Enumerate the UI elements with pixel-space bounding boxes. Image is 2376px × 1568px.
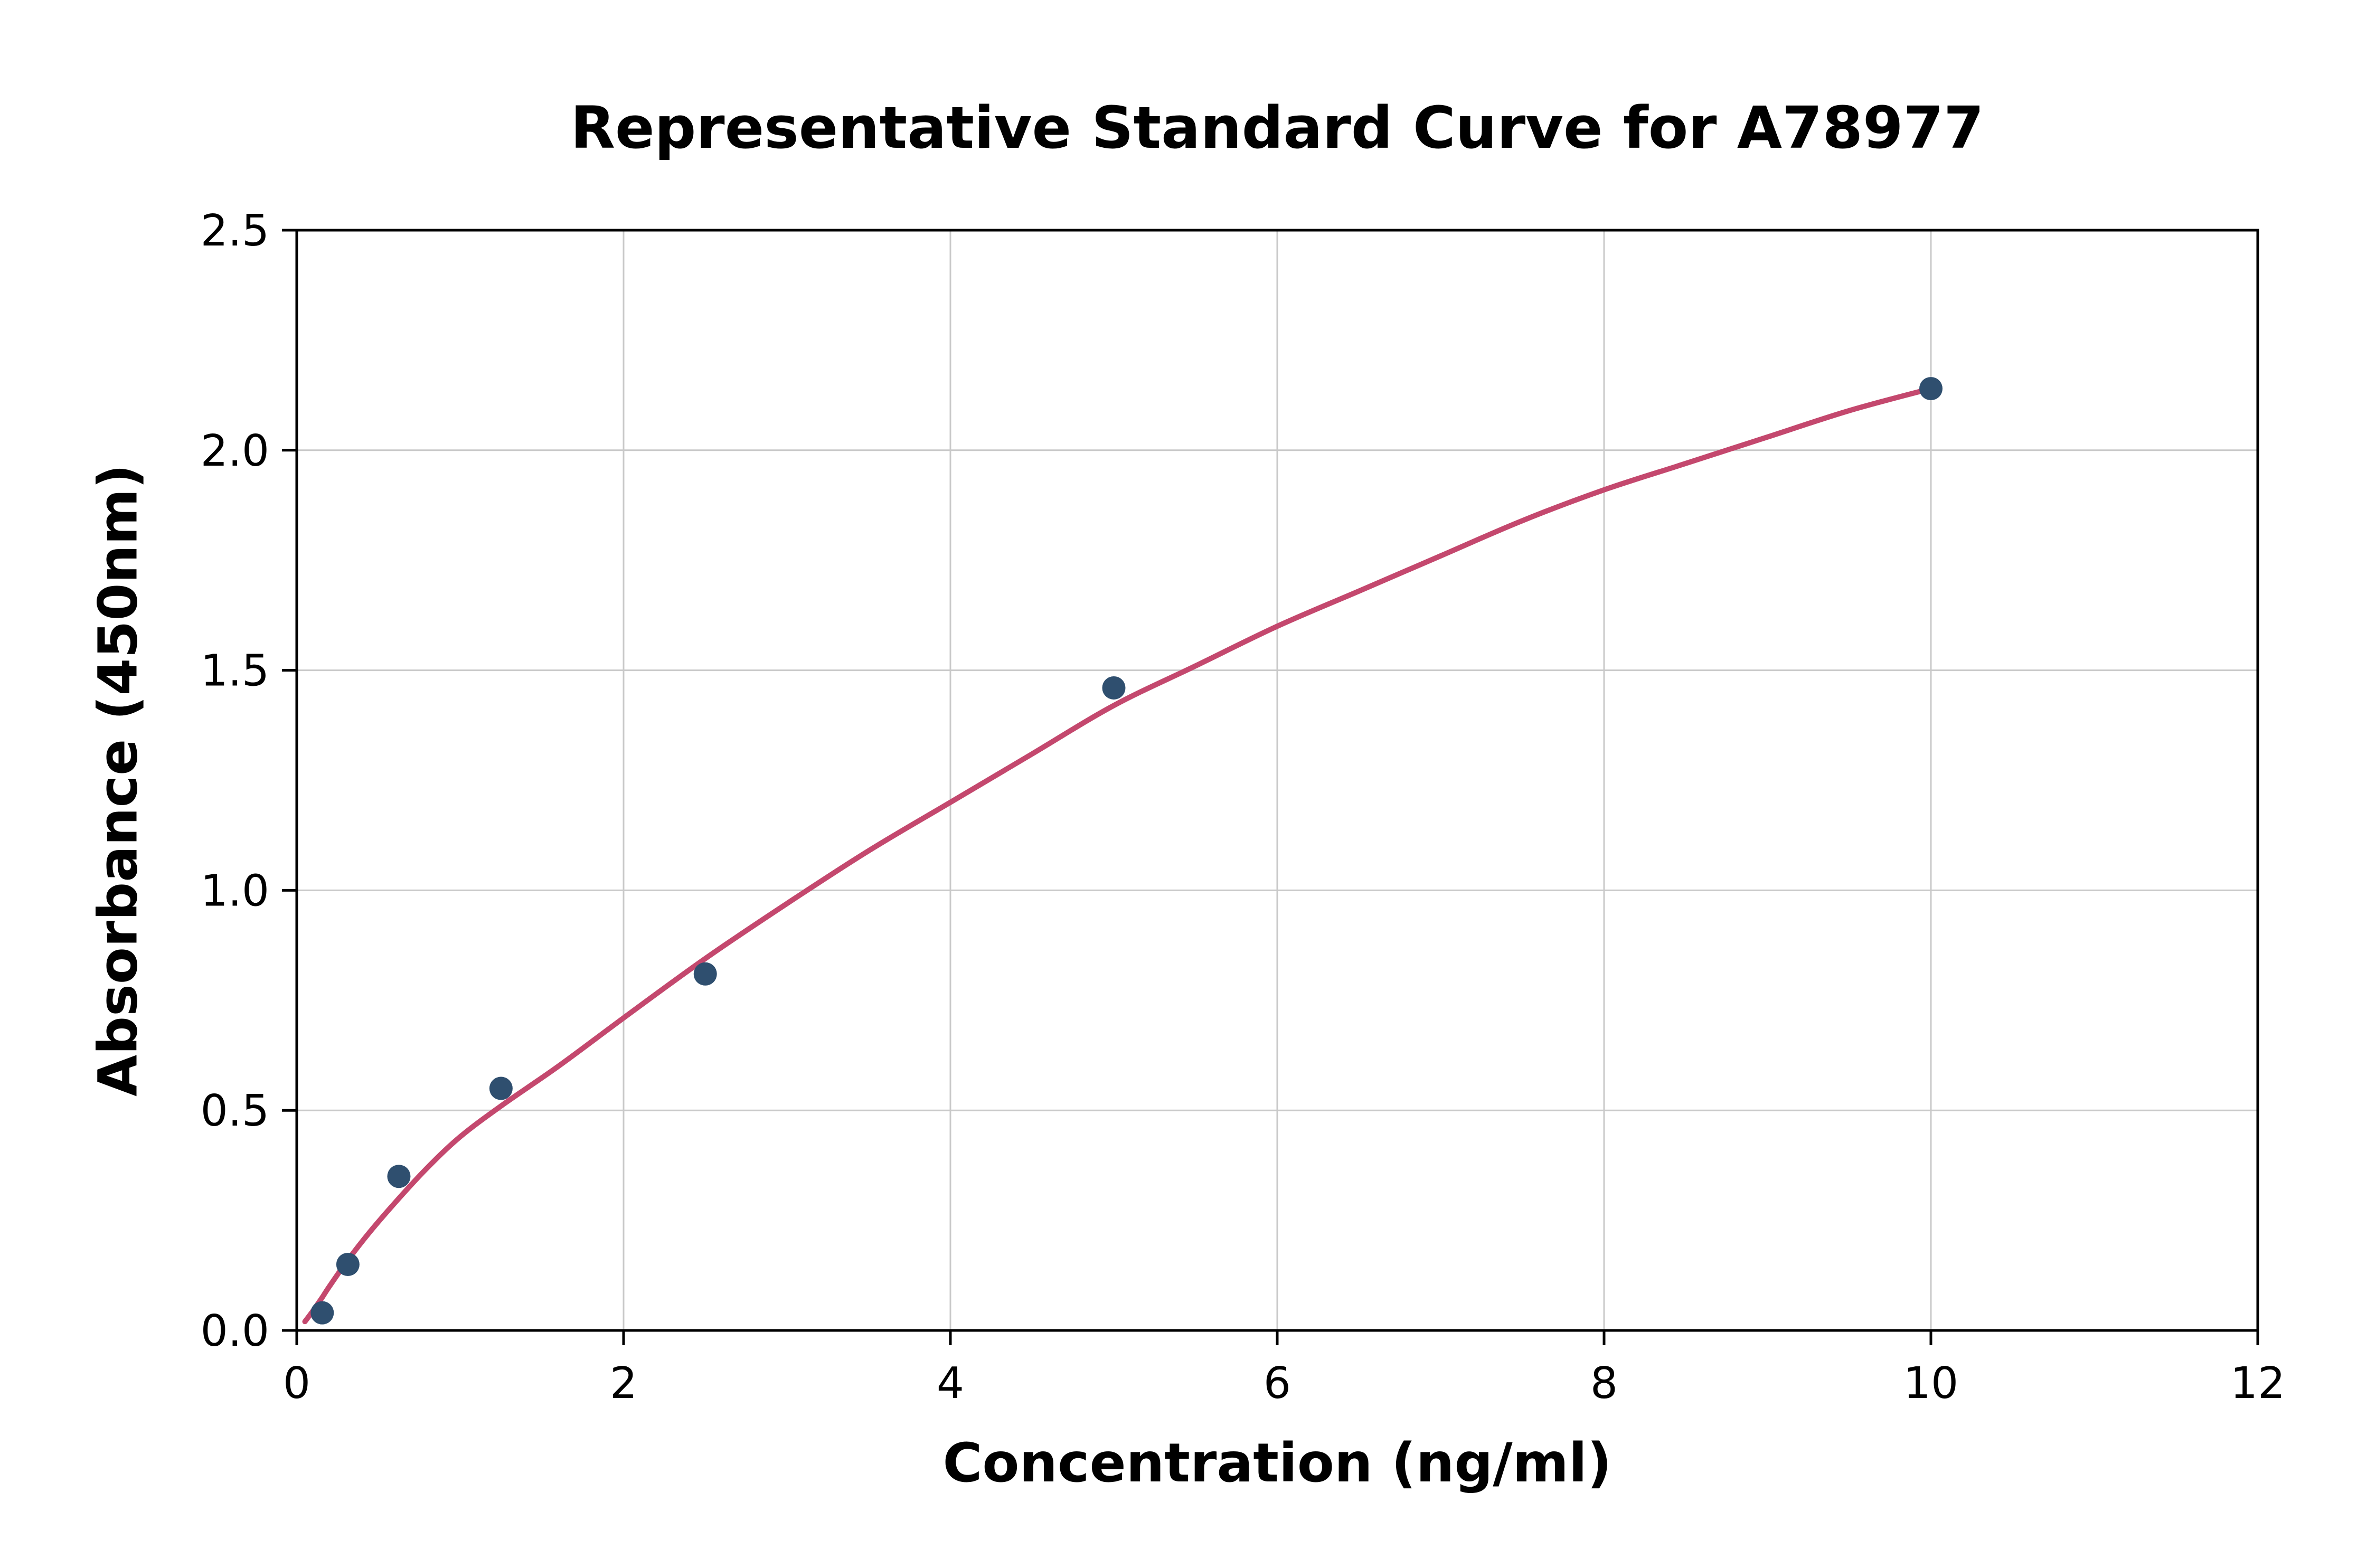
fit-curve (302, 386, 1934, 1325)
data-point (387, 1165, 411, 1188)
x-tick-label: 10 (1903, 1358, 1958, 1409)
data-point (1102, 676, 1126, 700)
data-point (693, 962, 717, 986)
data-point (310, 1301, 334, 1325)
chart-title: Representative Standard Curve for A78977 (570, 94, 1984, 162)
x-tick-label: 12 (2230, 1358, 2285, 1409)
y-tick-label: 2.0 (201, 426, 269, 476)
x-axis-label: Concentration (ng/ml) (942, 1432, 1612, 1495)
x-tick-label: 8 (1590, 1358, 1618, 1409)
y-tick-label: 0.0 (201, 1306, 269, 1356)
x-tick-label: 0 (283, 1358, 310, 1409)
data-point (489, 1076, 513, 1100)
x-tick-label: 4 (937, 1358, 964, 1409)
y-tick-label: 0.5 (201, 1086, 269, 1136)
y-tick-label: 1.0 (201, 866, 269, 916)
data-point (1919, 377, 1943, 401)
y-tick-label: 2.5 (201, 206, 269, 256)
y-tick-label: 1.5 (201, 646, 269, 696)
data-point (336, 1252, 360, 1276)
x-tick-label: 2 (610, 1358, 637, 1409)
x-tick-label: 6 (1264, 1358, 1291, 1409)
